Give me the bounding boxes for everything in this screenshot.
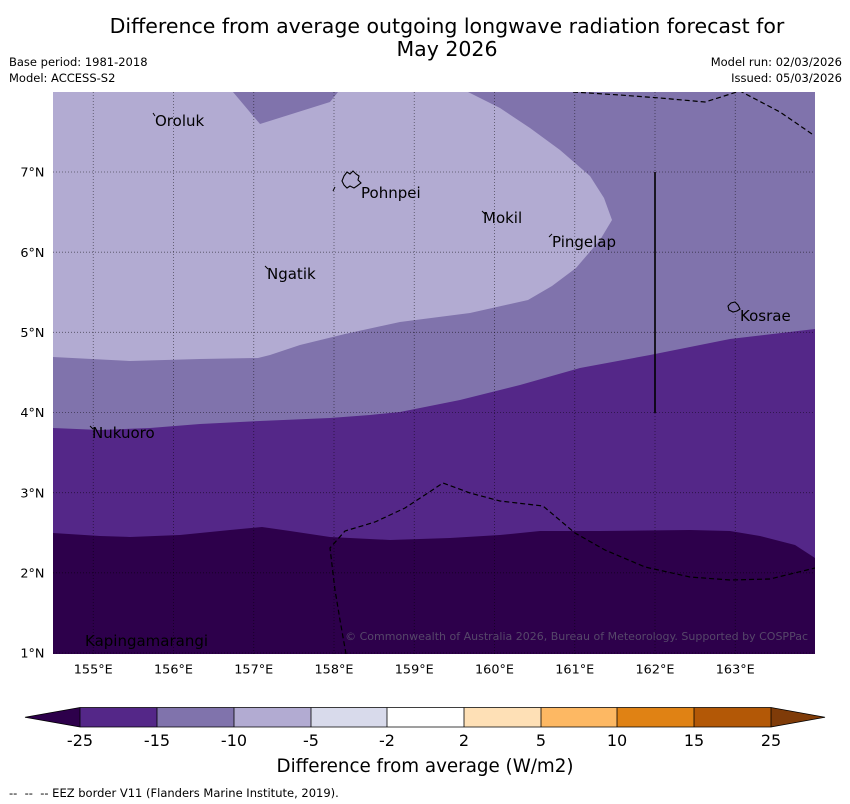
lon-label-161e: 161°E (555, 663, 594, 678)
figure-title-line-2: May 2026 (396, 37, 497, 61)
lon-label-156e: 156°E (154, 663, 193, 678)
colorbar-segment-7 (541, 707, 617, 727)
lat-label-5n: 5°N (20, 326, 44, 341)
colorbar-tick-label: 2 (459, 731, 469, 750)
place-label-pingelap: Pingelap (552, 233, 616, 251)
lat-label-4n: 4°N (20, 406, 44, 421)
map-panel: Oroluk Pohnpei Mokil Pingelap Ngatik Kos… (53, 92, 815, 654)
colorbar-arrow-high (771, 707, 825, 727)
colorbar-tick-label: -5 (303, 731, 319, 750)
model-run-text: Model run: 02/03/2026 (711, 55, 842, 69)
colorbar-tick-label: -10 (221, 731, 247, 750)
place-label-oroluk: Oroluk (155, 112, 204, 130)
mokil-atoll-mark (481, 210, 486, 215)
lon-label-159e: 159°E (395, 663, 434, 678)
colorbar-segment-4 (311, 707, 387, 727)
colorbar-tick-label: -15 (144, 731, 170, 750)
model-text: Model: ACCESS-S2 (9, 71, 115, 85)
eez-legend-note: -- -- -- EEZ border V11 (Flanders Marine… (9, 786, 339, 800)
colorbar-tick-label: -25 (67, 731, 93, 750)
colorbar-segment-2 (157, 707, 234, 727)
colorbar-tick-label: 10 (607, 731, 627, 750)
place-label-ngatik: Ngatik (267, 265, 316, 283)
lon-label-157e: 157°E (234, 663, 273, 678)
lon-label-163e: 163°E (716, 663, 755, 678)
colorbar-dividers (79, 707, 772, 727)
place-label-kosrae: Kosrae (740, 307, 791, 325)
lon-label-160e: 160°E (475, 663, 514, 678)
eez-border-south (329, 482, 815, 654)
lat-label-1n: 1°N (20, 647, 44, 662)
pingelap-atoll-mark (548, 233, 553, 238)
place-label-kapingamarangi: Kapingamarangi (85, 632, 208, 650)
colorbar-segment-3 (234, 707, 311, 727)
colorbar-outline (24, 707, 826, 728)
longitude-axis: 155°E 156°E 157°E 158°E 159°E 160°E 161°… (74, 663, 755, 678)
place-label-pohnpei: Pohnpei (361, 184, 421, 202)
lon-label-162e: 162°E (636, 663, 675, 678)
lon-label-155e: 155°E (74, 663, 113, 678)
colorbar-segment-6 (464, 707, 541, 727)
colorbar-segment-9 (694, 707, 771, 727)
latitude-axis: 7°N 6°N 5°N 4°N 3°N 2°N 1°N (20, 166, 44, 662)
colorbar-arrow-low (25, 707, 80, 727)
oroluk-atoll-mark (152, 112, 156, 117)
colorbar-segment-1 (80, 707, 157, 727)
pohnpei-island-outline (341, 170, 362, 189)
colorbar-segment-8 (617, 707, 694, 727)
colorbar-tick-label: 15 (684, 731, 704, 750)
colorbar-tick-label: 5 (536, 731, 546, 750)
ngatik-atoll-mark (264, 265, 269, 270)
colorbar-tick-label: -2 (379, 731, 395, 750)
place-label-nukuoro: Nukuoro (92, 424, 155, 442)
copyright-notice: © Commonwealth of Australia 2026, Bureau… (345, 630, 808, 643)
lat-label-6n: 6°N (20, 246, 44, 261)
figure-title-line-1: Difference from average outgoing longwav… (110, 14, 785, 38)
nukuoro-atoll-mark (89, 425, 94, 430)
kosrae-island-outline (727, 301, 741, 313)
base-period-text: Base period: 1981-2018 (9, 55, 148, 69)
lat-label-2n: 2°N (20, 566, 44, 581)
lat-label-3n: 3°N (20, 486, 44, 501)
anomaly-band-minus10-to-minus5 (53, 92, 612, 361)
eez-border-north (572, 92, 813, 135)
lat-label-7n: 7°N (20, 166, 44, 181)
lon-label-158e: 158°E (315, 663, 354, 678)
colorbar-title: Difference from average (W/m2) (277, 756, 574, 777)
place-label-mokil: Mokil (483, 209, 522, 227)
issued-text: Issued: 05/03/2026 (731, 71, 842, 85)
ant-atoll-mark (332, 186, 336, 192)
colorbar-tick-label: 25 (761, 731, 781, 750)
colorbar-segment-5 (387, 707, 464, 727)
colorbar: -25 -15 -10 -5 -2 2 5 10 15 25 Differenc… (24, 707, 826, 777)
